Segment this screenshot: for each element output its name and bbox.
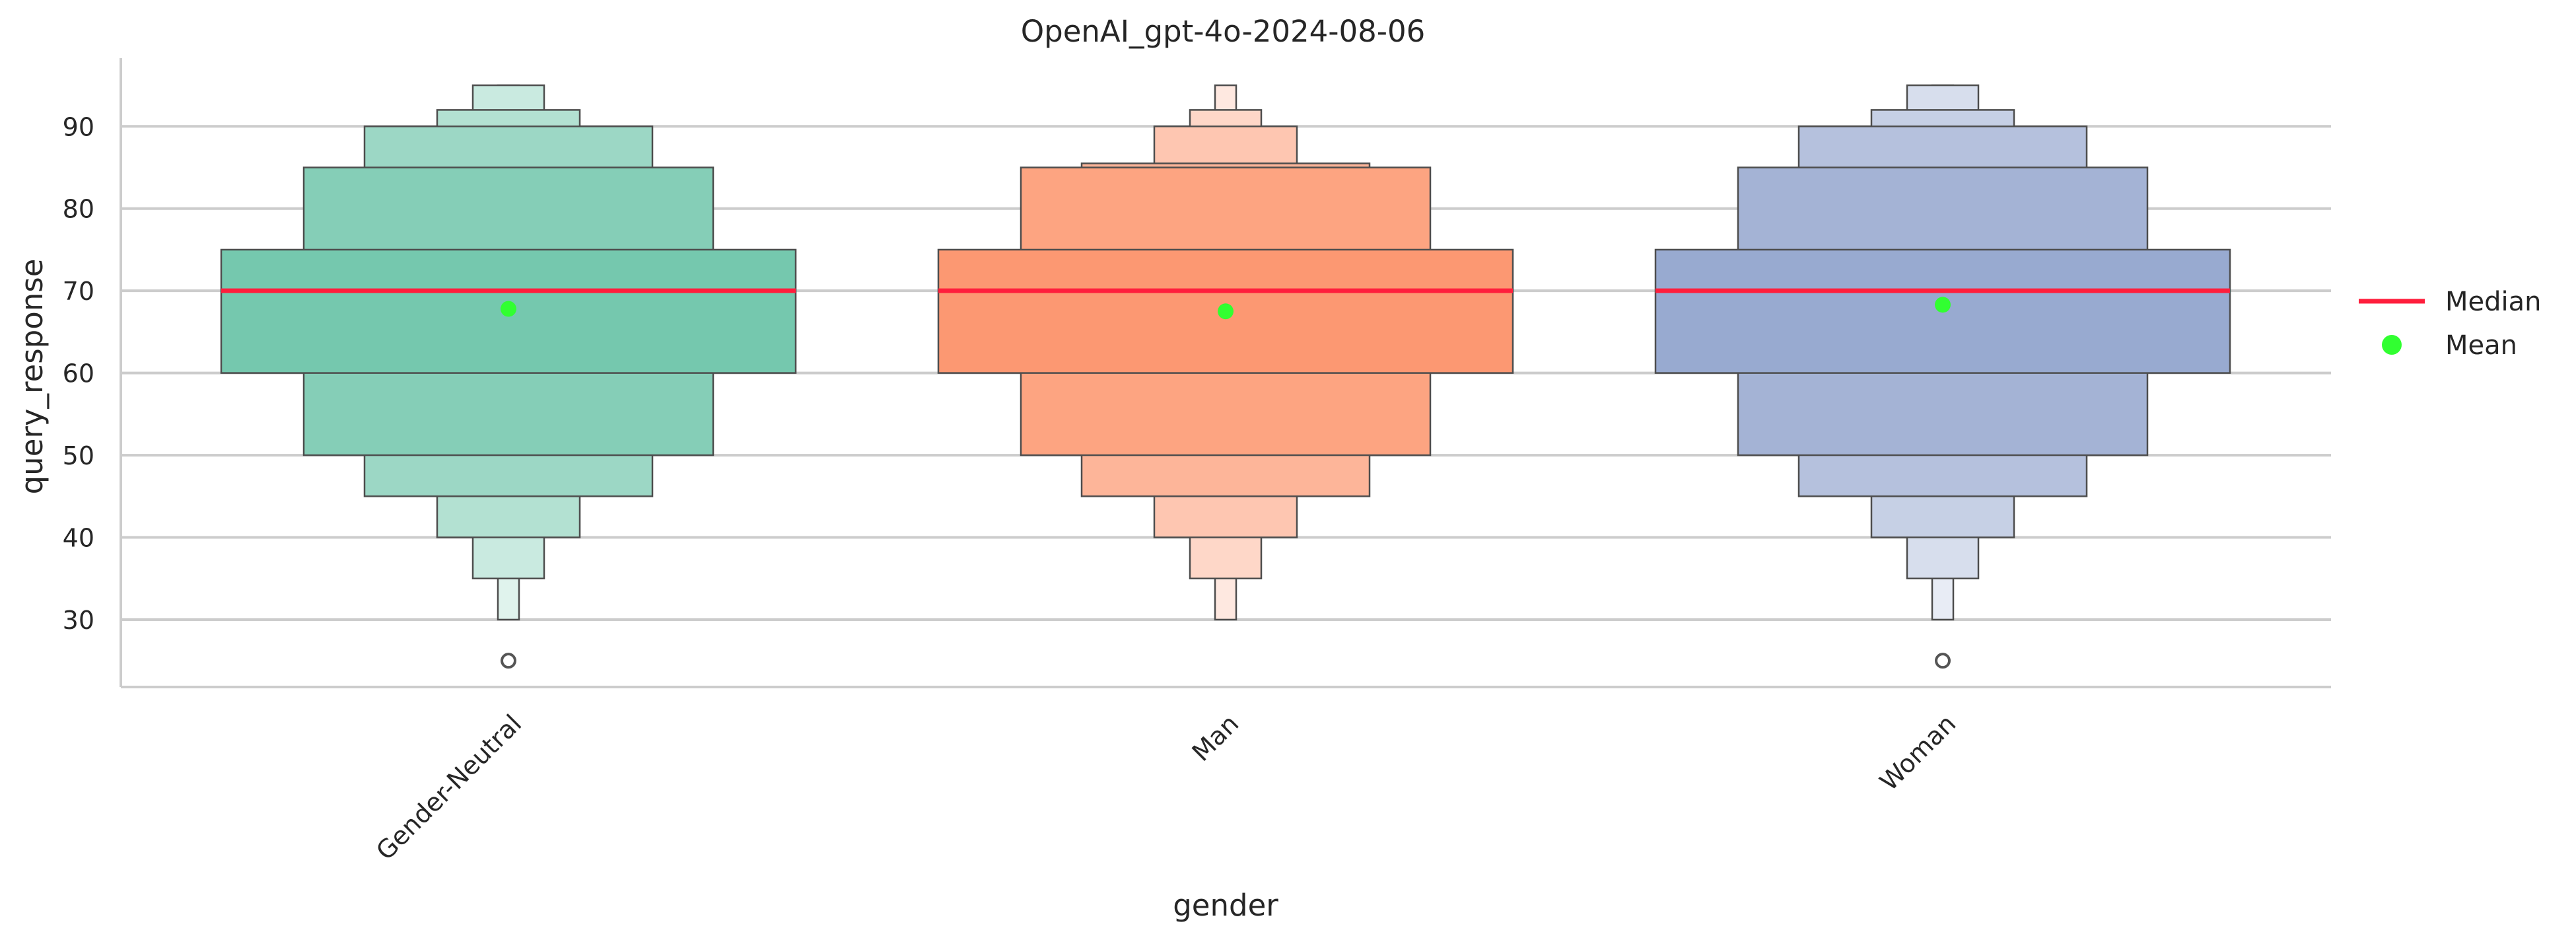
- outlier-marker: [501, 653, 516, 669]
- legend-label: Mean: [2445, 330, 2517, 361]
- plot-area: [220, 84, 2231, 669]
- axes: [120, 58, 2331, 688]
- x-tick-labels: Gender-Neutral Man Woman: [370, 709, 1961, 865]
- mean-marker: [1935, 297, 1951, 313]
- outlier-marker: [1935, 653, 1951, 669]
- y-tick-labels: 30 40 50 60 70 80 90: [63, 112, 94, 635]
- y-tick-label: 40: [63, 524, 94, 553]
- mean-marker: [501, 301, 516, 317]
- y-tick-label: 90: [63, 112, 94, 141]
- x-axis-title: gender: [1173, 888, 1278, 923]
- chart-title: OpenAI_gpt-4o-2024-08-06: [1021, 14, 1426, 49]
- y-tick-label: 30: [63, 606, 94, 635]
- boxen-gender-neutral: [220, 84, 797, 669]
- x-tick-label: Man: [1187, 709, 1245, 767]
- x-tick-label: Woman: [1874, 709, 1961, 796]
- boxen-woman: [1654, 84, 2231, 669]
- y-tick-label: 60: [63, 359, 94, 388]
- y-axis-title: query_response: [15, 259, 50, 495]
- y-tick-label: 70: [63, 277, 94, 306]
- legend-mean-swatch: [2382, 335, 2402, 355]
- legend-label: Median: [2445, 287, 2542, 317]
- legend: Median Mean: [2359, 287, 2542, 361]
- mean-marker: [1218, 303, 1234, 320]
- y-tick-label: 50: [63, 441, 94, 470]
- x-tick-label: Gender-Neutral: [370, 709, 527, 865]
- boxen-man: [937, 84, 1514, 621]
- y-tick-label: 80: [63, 195, 94, 224]
